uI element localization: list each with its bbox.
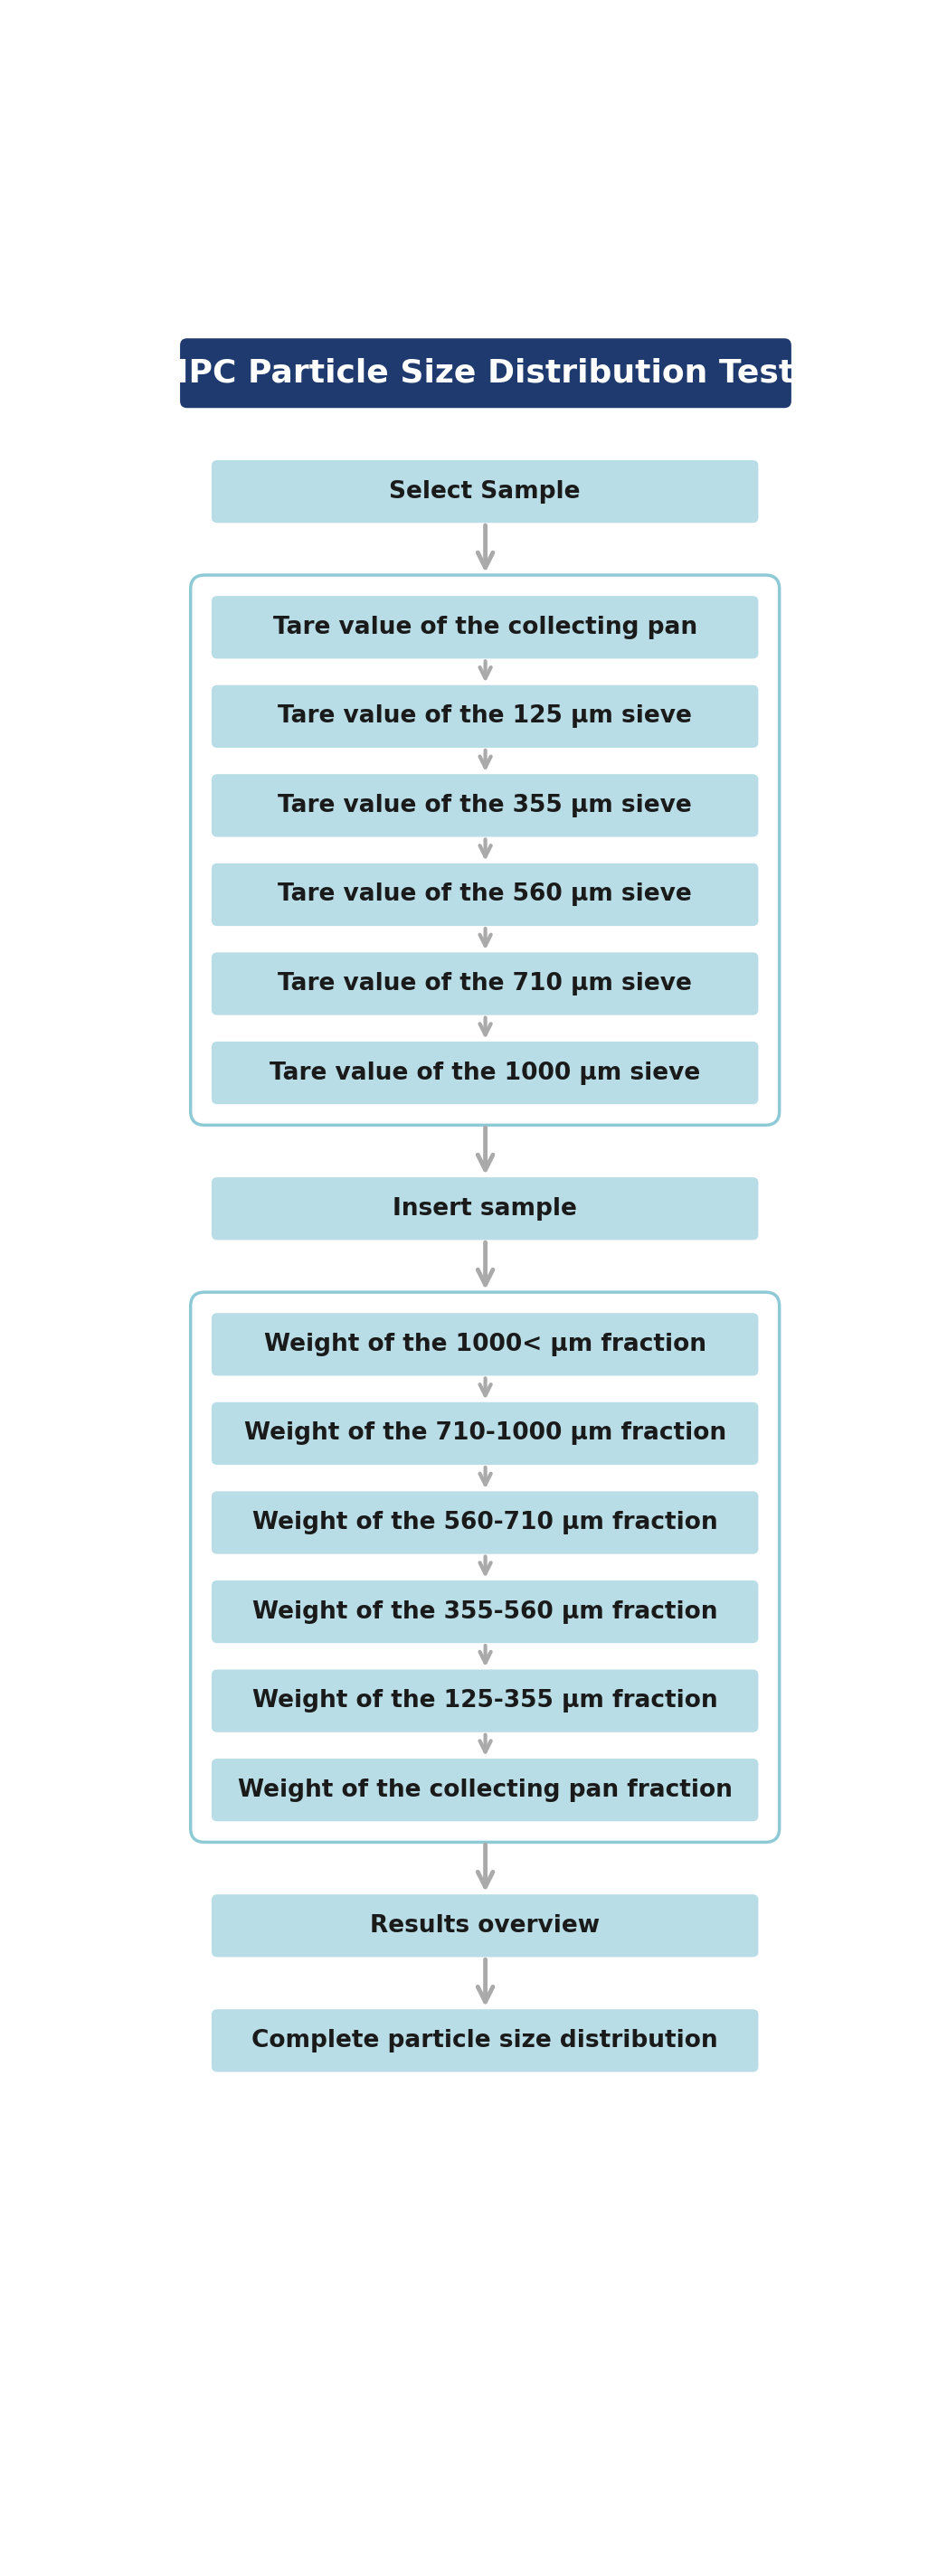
FancyBboxPatch shape xyxy=(211,863,759,925)
FancyBboxPatch shape xyxy=(211,1401,759,1466)
FancyBboxPatch shape xyxy=(211,953,759,1015)
Text: Tare value of the 125 μm sieve: Tare value of the 125 μm sieve xyxy=(277,706,692,729)
FancyBboxPatch shape xyxy=(211,595,759,659)
Text: Weight of the 1000< μm fraction: Weight of the 1000< μm fraction xyxy=(264,1332,706,1355)
Text: IPC Particle Size Distribution Test: IPC Particle Size Distribution Test xyxy=(177,358,795,389)
FancyBboxPatch shape xyxy=(211,1177,759,1239)
Text: Weight of the 560-710 μm fraction: Weight of the 560-710 μm fraction xyxy=(252,1512,718,1535)
Text: Complete particle size distribution: Complete particle size distribution xyxy=(252,2030,718,2053)
Text: Results overview: Results overview xyxy=(370,1914,599,1937)
Text: Select Sample: Select Sample xyxy=(389,479,581,502)
FancyBboxPatch shape xyxy=(211,1893,759,1958)
Text: Weight of the collecting pan fraction: Weight of the collecting pan fraction xyxy=(238,1777,732,1801)
Text: Tare value of the 355 μm sieve: Tare value of the 355 μm sieve xyxy=(278,793,692,817)
Text: Tare value of the collecting pan: Tare value of the collecting pan xyxy=(273,616,697,639)
FancyBboxPatch shape xyxy=(211,1314,759,1376)
FancyBboxPatch shape xyxy=(211,685,759,747)
FancyBboxPatch shape xyxy=(211,1759,759,1821)
FancyBboxPatch shape xyxy=(211,2009,759,2071)
Text: Tare value of the 710 μm sieve: Tare value of the 710 μm sieve xyxy=(277,971,692,994)
FancyBboxPatch shape xyxy=(211,1041,759,1105)
Text: Insert sample: Insert sample xyxy=(393,1198,577,1221)
FancyBboxPatch shape xyxy=(211,775,759,837)
Text: Weight of the 355-560 μm fraction: Weight of the 355-560 μm fraction xyxy=(252,1600,718,1623)
FancyBboxPatch shape xyxy=(211,1492,759,1553)
FancyBboxPatch shape xyxy=(211,461,759,523)
FancyBboxPatch shape xyxy=(211,1582,759,1643)
FancyBboxPatch shape xyxy=(180,337,792,407)
FancyBboxPatch shape xyxy=(211,1669,759,1731)
Text: Tare value of the 1000 μm sieve: Tare value of the 1000 μm sieve xyxy=(270,1061,701,1084)
Text: Weight of the 710-1000 μm fraction: Weight of the 710-1000 μm fraction xyxy=(244,1422,726,1445)
Text: Tare value of the 560 μm sieve: Tare value of the 560 μm sieve xyxy=(278,884,692,907)
Text: Weight of the 125-355 μm fraction: Weight of the 125-355 μm fraction xyxy=(252,1690,718,1713)
